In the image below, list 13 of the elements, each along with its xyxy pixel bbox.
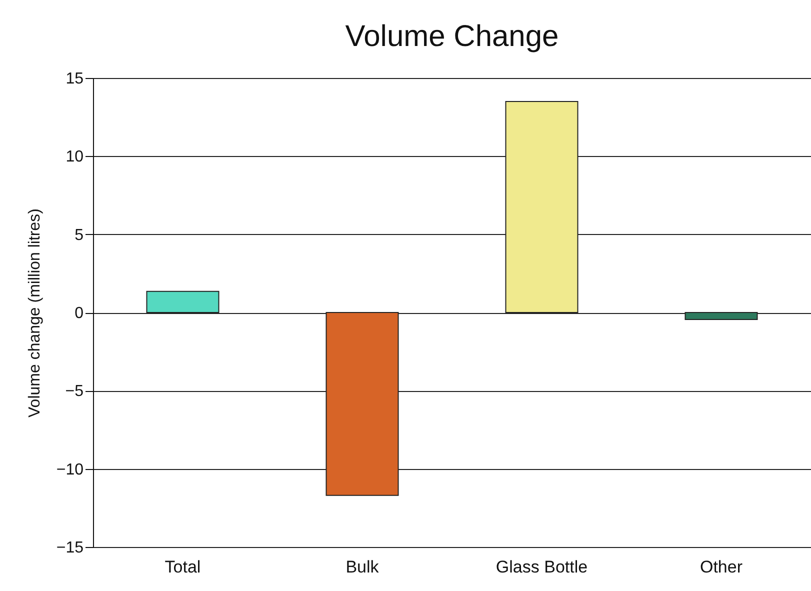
chart-title: Volume Change: [345, 20, 559, 53]
x-tick-label: Other: [700, 558, 743, 576]
y-tick-label: 5: [74, 226, 84, 244]
y-tick-label: −15: [56, 540, 84, 556]
y-tick-label: −10: [56, 461, 84, 478]
y-tick-label: 10: [66, 148, 84, 166]
x-tick-label: Total: [164, 558, 201, 576]
y-tick-label: −5: [65, 383, 84, 400]
x-tick-label: Glass Bottle: [496, 558, 588, 576]
x-tick-label: Bulk: [346, 558, 380, 576]
y-axis-title: Volume change (million litres): [26, 208, 44, 418]
y-tick-label: 0: [74, 305, 84, 322]
y-tick-label: 15: [66, 70, 84, 88]
